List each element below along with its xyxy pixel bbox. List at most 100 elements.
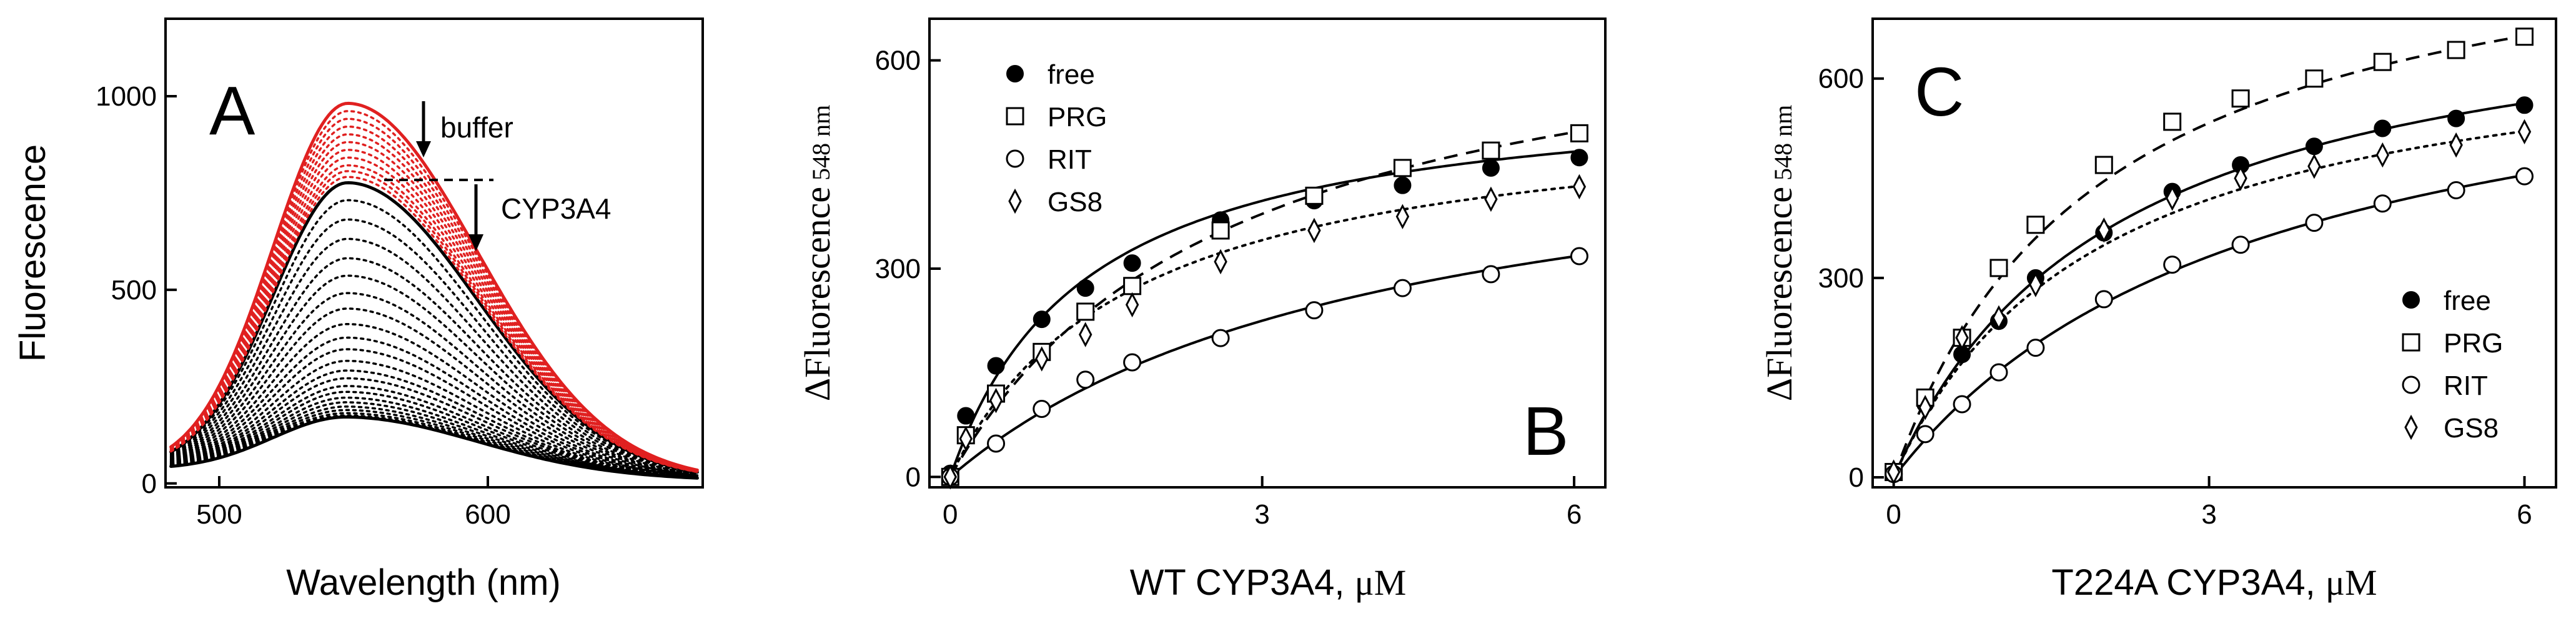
panel-b-frame xyxy=(928,17,1607,489)
legend-label-gs8: GS8 xyxy=(1048,187,1102,217)
cyp3a4-titration-spectrum xyxy=(169,199,699,474)
data-point-gs8 xyxy=(2307,153,2321,179)
legend-marker-prg xyxy=(1006,107,1024,126)
data-point-rit xyxy=(2163,256,2182,274)
data-point-rit xyxy=(1305,301,1324,320)
legend-marker-gs8 xyxy=(1008,188,1022,214)
fit-line-rit xyxy=(949,255,1575,478)
panel-a-frame xyxy=(164,17,704,489)
buffer-arrowhead xyxy=(416,141,431,157)
legend-marker-rit xyxy=(2402,375,2420,394)
data-point-gs8 xyxy=(1214,249,1227,275)
panel-a-ytick-label: 1000 xyxy=(96,81,157,112)
data-point-prg xyxy=(1482,141,1500,160)
cyp3a4-titration-spectrum xyxy=(169,274,699,476)
data-point-free xyxy=(1394,176,1412,194)
data-point-gs8 xyxy=(2165,186,2179,211)
panel-c-frame xyxy=(1871,17,2557,489)
data-point-rit xyxy=(987,434,1006,453)
data-point-free xyxy=(1570,149,1588,167)
data-point-rit xyxy=(1570,247,1588,266)
buffer-titration-spectrum xyxy=(169,110,699,472)
data-point-gs8 xyxy=(1078,322,1092,347)
legend-marker-gs8 xyxy=(2404,414,2418,440)
data-point-rit xyxy=(1123,353,1142,372)
legend-marker-prg xyxy=(2402,333,2420,352)
data-point-gs8 xyxy=(959,426,973,452)
data-point-gs8 xyxy=(2449,132,2463,158)
data-point-prg xyxy=(1989,259,2008,277)
data-point-prg xyxy=(1211,221,1230,240)
panel-a-ytick-label: 500 xyxy=(111,275,157,306)
panel-a-xtick-label: 500 xyxy=(196,499,242,530)
panel-b-letter: B xyxy=(1523,393,1568,470)
data-point-gs8 xyxy=(943,464,957,490)
data-point-prg xyxy=(2163,112,2182,131)
cyp3a4-titration-spectrum xyxy=(169,181,699,474)
panel-c-xlabel: T224A CYP3A4, μM xyxy=(2051,562,2377,603)
data-point-free xyxy=(1033,311,1051,329)
data-point-rit xyxy=(2026,339,2045,357)
data-point-prg xyxy=(2026,216,2045,234)
data-point-free xyxy=(1076,279,1094,297)
data-point-prg xyxy=(2515,27,2534,46)
legend-label-gs8: GS8 xyxy=(2444,413,2499,444)
buffer-titration-spectrum xyxy=(169,176,699,474)
data-point-rit xyxy=(2094,290,2113,309)
legend-label-prg: PRG xyxy=(2444,328,2503,359)
cyp3a4-titration-spectrum xyxy=(169,307,699,477)
data-point-rit xyxy=(2447,181,2465,199)
fit-line-prg xyxy=(1892,34,2525,478)
data-point-rit xyxy=(1482,265,1500,284)
panel-a-xlabel: Wavelength (nm) xyxy=(286,562,560,603)
cyp-arrowhead xyxy=(468,234,483,251)
panel-b-xtick-label: 0 xyxy=(943,499,958,530)
data-point-prg xyxy=(2094,156,2113,174)
data-point-gs8 xyxy=(1307,217,1321,244)
data-point-prg xyxy=(2231,89,2250,108)
data-point-gs8 xyxy=(2029,272,2043,297)
data-point-free xyxy=(2305,137,2323,156)
buffer-titration-spectrum xyxy=(169,125,699,472)
panel-a-xtick-label: 600 xyxy=(465,499,510,530)
data-point-rit xyxy=(2231,236,2250,254)
data-point-gs8 xyxy=(1992,305,2006,330)
data-point-free xyxy=(2374,119,2392,137)
data-point-rit xyxy=(1989,363,2008,382)
data-point-prg xyxy=(1393,159,1412,177)
data-point-gs8 xyxy=(2517,119,2532,145)
panel-b-ytick-label: 300 xyxy=(875,254,921,284)
data-point-gs8 xyxy=(1484,186,1498,212)
legend-label-prg: PRG xyxy=(1048,102,1107,132)
data-point-gs8 xyxy=(1035,346,1049,372)
data-point-gs8 xyxy=(1886,459,1901,485)
data-point-rit xyxy=(2305,214,2324,232)
data-point-gs8 xyxy=(1125,292,1139,317)
cyp3a4-titration-spectrum xyxy=(169,415,699,480)
data-point-free xyxy=(987,357,1005,375)
annotation-buffer: buffer xyxy=(440,111,513,144)
data-point-prg xyxy=(1076,302,1095,321)
buffer-titration-spectrum xyxy=(169,149,699,473)
fit-line-gs8 xyxy=(949,185,1576,479)
legend-marker-free xyxy=(1006,65,1024,82)
legend-marker-free xyxy=(2402,291,2420,309)
panel-c-chart: C ΔFluorescence548 nm T224A CYP3A4, μM 0… xyxy=(1759,17,2557,603)
cyp3a4-titration-spectrum xyxy=(169,336,699,477)
panel-c-ytick-label: 300 xyxy=(1818,263,1864,294)
data-point-free xyxy=(2447,109,2465,127)
panel-b-xlabel: WT CYP3A4, μM xyxy=(1130,562,1407,603)
cyp3a4-titration-spectrum xyxy=(169,218,699,474)
panel-c-ytick-label: 0 xyxy=(1849,462,1864,493)
panel-a-chart: A Fluorescence Wavelength (nm) 500 600 0 50… xyxy=(12,17,704,603)
cyp3a4-titration-spectrum xyxy=(169,257,699,475)
data-point-free xyxy=(957,407,975,425)
cyp3a4-titration-spectrum xyxy=(169,237,699,475)
buffer-titration-spectrum xyxy=(169,170,699,474)
data-point-gs8 xyxy=(1395,204,1410,229)
panel-a-ylabel: Fluorescence xyxy=(12,144,53,362)
data-point-prg xyxy=(1570,124,1588,142)
fit-line-gs8 xyxy=(1892,130,2526,479)
data-point-rit xyxy=(1393,279,1412,297)
data-point-prg xyxy=(2447,41,2465,59)
